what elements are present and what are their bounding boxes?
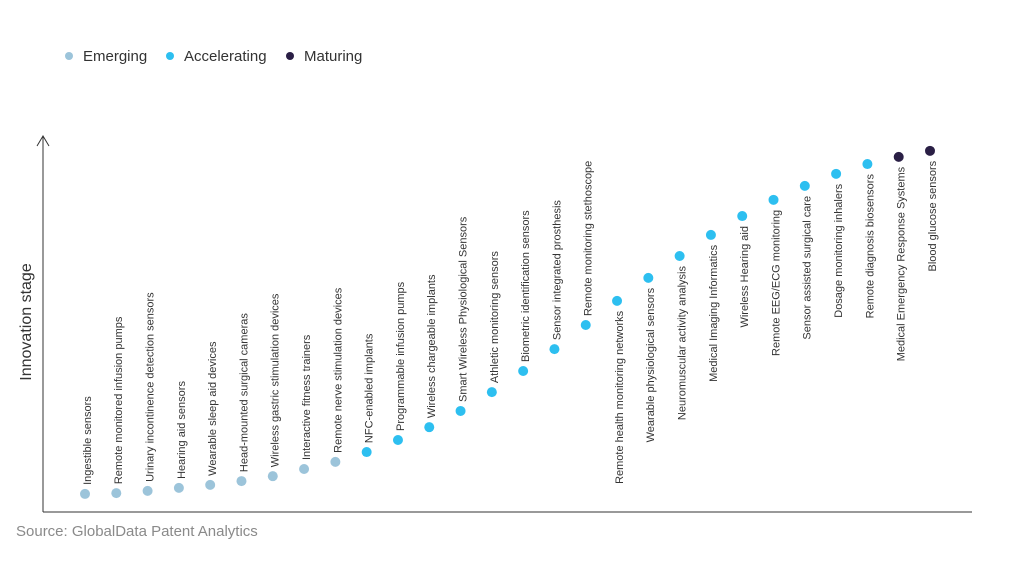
y-axis-arrow — [36, 135, 50, 147]
point — [236, 476, 247, 487]
point-label: Remote nerve stimulation devices — [332, 287, 344, 453]
point — [768, 194, 779, 205]
point-label: Remote monitored infusion pumps — [113, 316, 125, 484]
legend-marker — [166, 52, 174, 60]
point — [173, 482, 184, 493]
point — [862, 159, 873, 170]
point — [299, 464, 310, 475]
point-label: Remote EEG/ECG monitoring — [770, 210, 782, 356]
legend-marker — [65, 52, 73, 60]
legend-label: Maturing — [304, 48, 362, 65]
point-label: Dosage monitoring inhalers — [833, 183, 845, 317]
source: Source: GlobalData Patent Analytics — [16, 523, 258, 540]
point-label: Remote health monitoring networks — [614, 310, 626, 484]
point — [486, 387, 497, 398]
point — [580, 320, 591, 331]
point — [612, 295, 623, 306]
point — [705, 229, 716, 240]
point-label: NFC-enabled implants — [364, 333, 376, 443]
point-label: Medical Emergency Response Systems — [896, 166, 908, 361]
point-label: Athletic monitoring sensors — [489, 251, 501, 384]
point — [549, 344, 560, 355]
point — [674, 251, 685, 262]
point-label: Programmable infusion pumps — [395, 281, 407, 431]
point — [831, 168, 842, 179]
point — [205, 479, 216, 490]
point — [80, 488, 90, 499]
point-label: Urinary incontinence detection sensors — [144, 292, 156, 482]
point — [361, 447, 372, 458]
point-label: Biometric identification sensors — [520, 210, 532, 362]
point-label: Smart Wireless Physiological Sensors — [457, 216, 469, 402]
point-label: Remote monitoring stethoscope — [583, 161, 595, 316]
point-label: Neuromuscular activity analysis — [677, 266, 689, 421]
point — [392, 434, 403, 445]
point-label: Head-mounted surgical cameras — [238, 313, 250, 472]
point — [424, 422, 435, 433]
point-label: Sensor integrated prosthesis — [551, 200, 563, 341]
point — [893, 151, 904, 162]
point-label: Ingestible sensors — [82, 396, 94, 485]
point-label: Wireless chargeable implants — [426, 274, 438, 418]
point-label: Interactive fitness trainers — [301, 334, 313, 460]
point — [111, 488, 122, 499]
point-label: Wearable sleep aid devices — [207, 341, 219, 476]
legend-label: Accelerating — [184, 48, 267, 65]
legend-label: Emerging — [83, 48, 147, 65]
point — [799, 180, 810, 191]
y-axis-label: Innovation stage — [18, 263, 35, 381]
point-label: Wireless Hearing aid — [739, 226, 751, 327]
point — [267, 471, 278, 482]
point — [330, 456, 341, 467]
point — [737, 211, 748, 222]
point-label: Wearable physiological sensors — [645, 287, 657, 442]
legend-marker — [286, 52, 294, 60]
point-label: Remote diagnosis biosensors — [864, 174, 876, 319]
point — [455, 405, 466, 416]
point — [142, 485, 153, 496]
point — [643, 272, 654, 283]
point-label: Sensor assisted surgical care — [802, 196, 814, 340]
point-label: Wireless gastric stimulation devices — [270, 293, 282, 467]
point-label: Hearing aid sensors — [176, 381, 188, 479]
point — [925, 145, 935, 156]
point — [518, 366, 529, 377]
point-label: Blood glucose sensors — [927, 160, 939, 271]
point-label: Medical Imaging Informatics — [708, 244, 720, 381]
